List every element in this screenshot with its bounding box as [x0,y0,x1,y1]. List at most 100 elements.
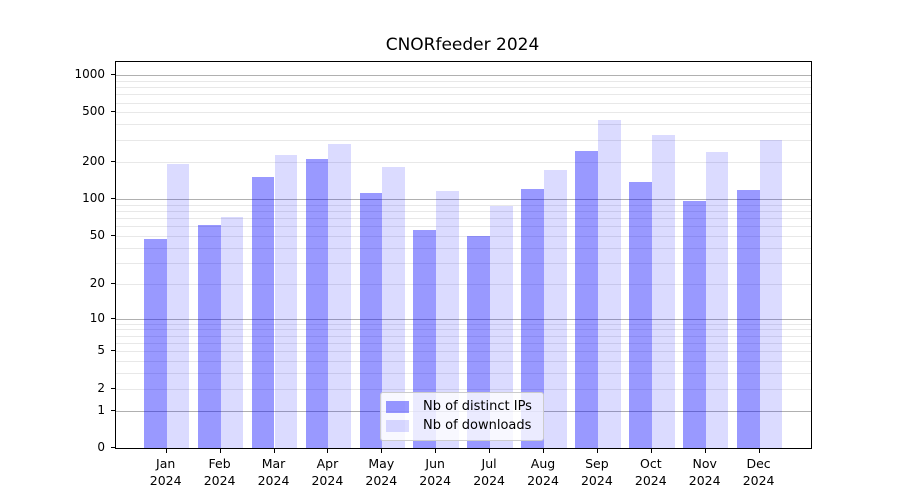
y-tick-mark [111,447,115,448]
y-tick-mark [111,350,115,352]
y-tick-label: 200 [82,153,105,168]
x-tick-label: Mar 2024 [242,455,306,489]
gridline-minor [116,226,811,228]
x-tick-label: Nov 2024 [673,455,737,489]
x-tick-mark [596,449,598,453]
gridline-minor [116,235,811,237]
bar-distinct-ips-oct [629,182,652,448]
x-tick-label-line: 2024 [149,473,182,488]
x-tick-mark [381,449,383,453]
gridline-minor [116,329,811,331]
x-tick-mark [273,449,275,453]
y-tick-mark [111,74,115,75]
x-tick-label-line: 2024 [257,473,290,488]
x-tick-label: Jun 2024 [403,455,467,489]
gridline-minor [116,87,811,89]
bar-distinct-ips-may [359,193,383,448]
bar-distinct-ips-mar [251,177,275,448]
x-tick-label-line: Jan [156,456,176,471]
gridline-minor [116,139,811,141]
gridline-minor [116,342,811,344]
gridline-minor [116,361,811,363]
x-tick-mark [435,449,437,453]
y-tick-mark [111,160,115,162]
y-tick-label: 5 [97,343,105,358]
bar-distinct-ips-aug [521,188,544,448]
y-tick-label: 10 [89,310,105,325]
bar-downloads-may [382,167,406,448]
bar-distinct-ips-sep [575,150,598,448]
y-tick-label: 1000 [74,67,105,81]
x-tick-label-line: 2024 [473,473,505,488]
x-tick-label: Dec 2024 [727,455,791,489]
chart-title: CNORfeeder 2024 [385,35,540,55]
gridline-minor [116,94,811,96]
bar-downloads-jan [166,163,190,448]
gridline-minor [116,112,811,114]
gridline-minor [116,388,811,390]
x-tick-label-line: 2024 [365,473,398,488]
y-tick-label: 20 [89,275,105,290]
x-tick-label-line: Mar [261,456,286,471]
x-tick-label-line: 2024 [634,473,667,488]
gridline-minor [116,373,811,375]
gridline-minor [116,161,811,163]
bar-downloads-mar [274,155,298,448]
gridline-minor [116,204,811,206]
x-tick-label: Jan 2024 [134,455,198,489]
bar-downloads-jul [490,205,513,448]
x-tick-label-line: 2024 [419,473,452,488]
gridline-minor [116,102,811,104]
bar-downloads-feb [220,217,244,448]
x-tick-label-line: Sep [585,456,609,471]
gridline-minor [116,323,811,325]
bar-distinct-ips-apr [305,158,329,448]
y-tick-mark [111,409,115,411]
plot-area [115,61,812,449]
x-tick-label-line: May [368,456,395,471]
legend-label-distinct-ips: Nb of distinct IPs [423,399,532,414]
x-tick-mark [489,449,491,453]
x-tick-label-line: 2024 [527,473,559,488]
gridline-minor [116,210,811,212]
x-tick-label: Oct 2024 [619,455,683,489]
bar-distinct-ips-jan [143,239,167,448]
y-tick-mark [111,282,115,284]
legend-swatch-distinct-ips [386,400,409,413]
y-tick-mark [111,317,115,319]
gridline-major [116,75,811,76]
legend-item-distinct-ips: Nb of distinct IPs [386,397,543,416]
gridline-major [116,198,811,200]
x-tick-label-line: Jun [425,456,445,471]
gridline-minor [116,262,811,264]
gridline-minor [116,335,811,337]
x-tick-mark [165,449,167,453]
x-tick-mark [758,449,760,453]
x-tick-label-line: 2024 [742,473,775,488]
gridline-major [116,318,811,320]
gridline-minor [116,124,811,126]
x-tick-label-line: Oct [639,456,662,471]
x-tick-label: Feb 2024 [188,455,252,489]
legend: Nb of distinct IPs Nb of downloads [380,392,544,441]
x-tick-mark [327,449,329,453]
x-tick-mark [543,449,544,453]
y-tick-label: 500 [82,104,105,119]
y-tick-mark [111,197,115,199]
gridline-minor [116,217,811,219]
x-tick-label: Aug 2024 [511,455,575,489]
y-tick-label: 2 [97,380,105,395]
x-tick-label-line: Dec [746,456,771,471]
y-tick-label: 100 [82,190,105,205]
x-tick-label-line: Jul [481,456,497,471]
legend-label-downloads: Nb of downloads [423,418,532,433]
bar-distinct-ips-dec [736,190,760,448]
y-tick-mark [111,234,115,236]
x-tick-label-line: Nov [692,456,717,471]
x-tick-label-line: 2024 [580,473,613,488]
x-tick-label: Apr 2024 [295,455,359,489]
gridline-minor [116,283,811,285]
bar-downloads-dec [759,139,783,448]
bar-distinct-ips-feb [197,225,221,448]
x-tick-label: May 2024 [349,455,413,489]
